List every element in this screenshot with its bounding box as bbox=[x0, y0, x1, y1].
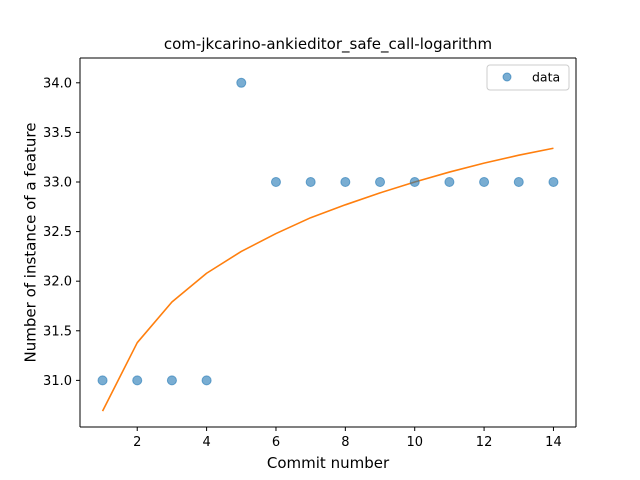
y-tick-label: 33.5 bbox=[43, 126, 72, 141]
data-point bbox=[479, 176, 490, 187]
x-tick-label: 4 bbox=[202, 435, 210, 450]
y-tick-label: 31.0 bbox=[43, 374, 72, 389]
chart-title: com-jkcarino-ankieditor_safe_call-logari… bbox=[164, 35, 492, 54]
y-tick-label: 34.0 bbox=[43, 76, 72, 91]
x-tick-label: 14 bbox=[545, 435, 562, 450]
y-tick-label: 31.5 bbox=[43, 324, 72, 339]
axes-layer bbox=[79, 57, 577, 428]
data-point bbox=[166, 375, 177, 386]
data-point bbox=[236, 77, 247, 88]
legend-marker-data bbox=[502, 72, 512, 82]
fit-line bbox=[101, 147, 554, 412]
x-tick-label: 2 bbox=[133, 435, 141, 450]
x-tick-label: 10 bbox=[406, 435, 423, 450]
fit-line-layer bbox=[101, 147, 554, 412]
data-point bbox=[97, 375, 108, 386]
y-tick-label: 33.0 bbox=[43, 175, 72, 190]
x-tick-label: 6 bbox=[272, 435, 280, 450]
legend-box bbox=[486, 64, 570, 91]
data-point bbox=[201, 375, 212, 386]
x-axis-label: Commit number bbox=[267, 454, 390, 472]
data-point bbox=[270, 176, 281, 187]
legend-label-data: data bbox=[532, 70, 560, 85]
y-axis-label: Number of instance of a feature bbox=[21, 123, 39, 363]
data-point bbox=[444, 176, 455, 187]
x-tick-label: 8 bbox=[341, 435, 349, 450]
x-tick-label: 12 bbox=[476, 435, 493, 450]
ticks-layer: 2 4 6 8 10 12 14 31.0 31.5 32.0 32.5 33.0 33.5 34.0 bbox=[43, 76, 562, 450]
data-point bbox=[305, 176, 316, 187]
data-point bbox=[548, 176, 559, 187]
legend: data bbox=[486, 64, 570, 91]
data-points-layer bbox=[97, 77, 559, 386]
data-point bbox=[340, 176, 351, 187]
y-tick-label: 32.0 bbox=[43, 275, 72, 290]
y-tick-label: 32.5 bbox=[43, 225, 72, 240]
plot-area bbox=[80, 58, 576, 427]
data-point bbox=[375, 176, 386, 187]
data-point bbox=[132, 375, 143, 386]
data-point bbox=[513, 176, 524, 187]
data-point bbox=[409, 176, 420, 187]
